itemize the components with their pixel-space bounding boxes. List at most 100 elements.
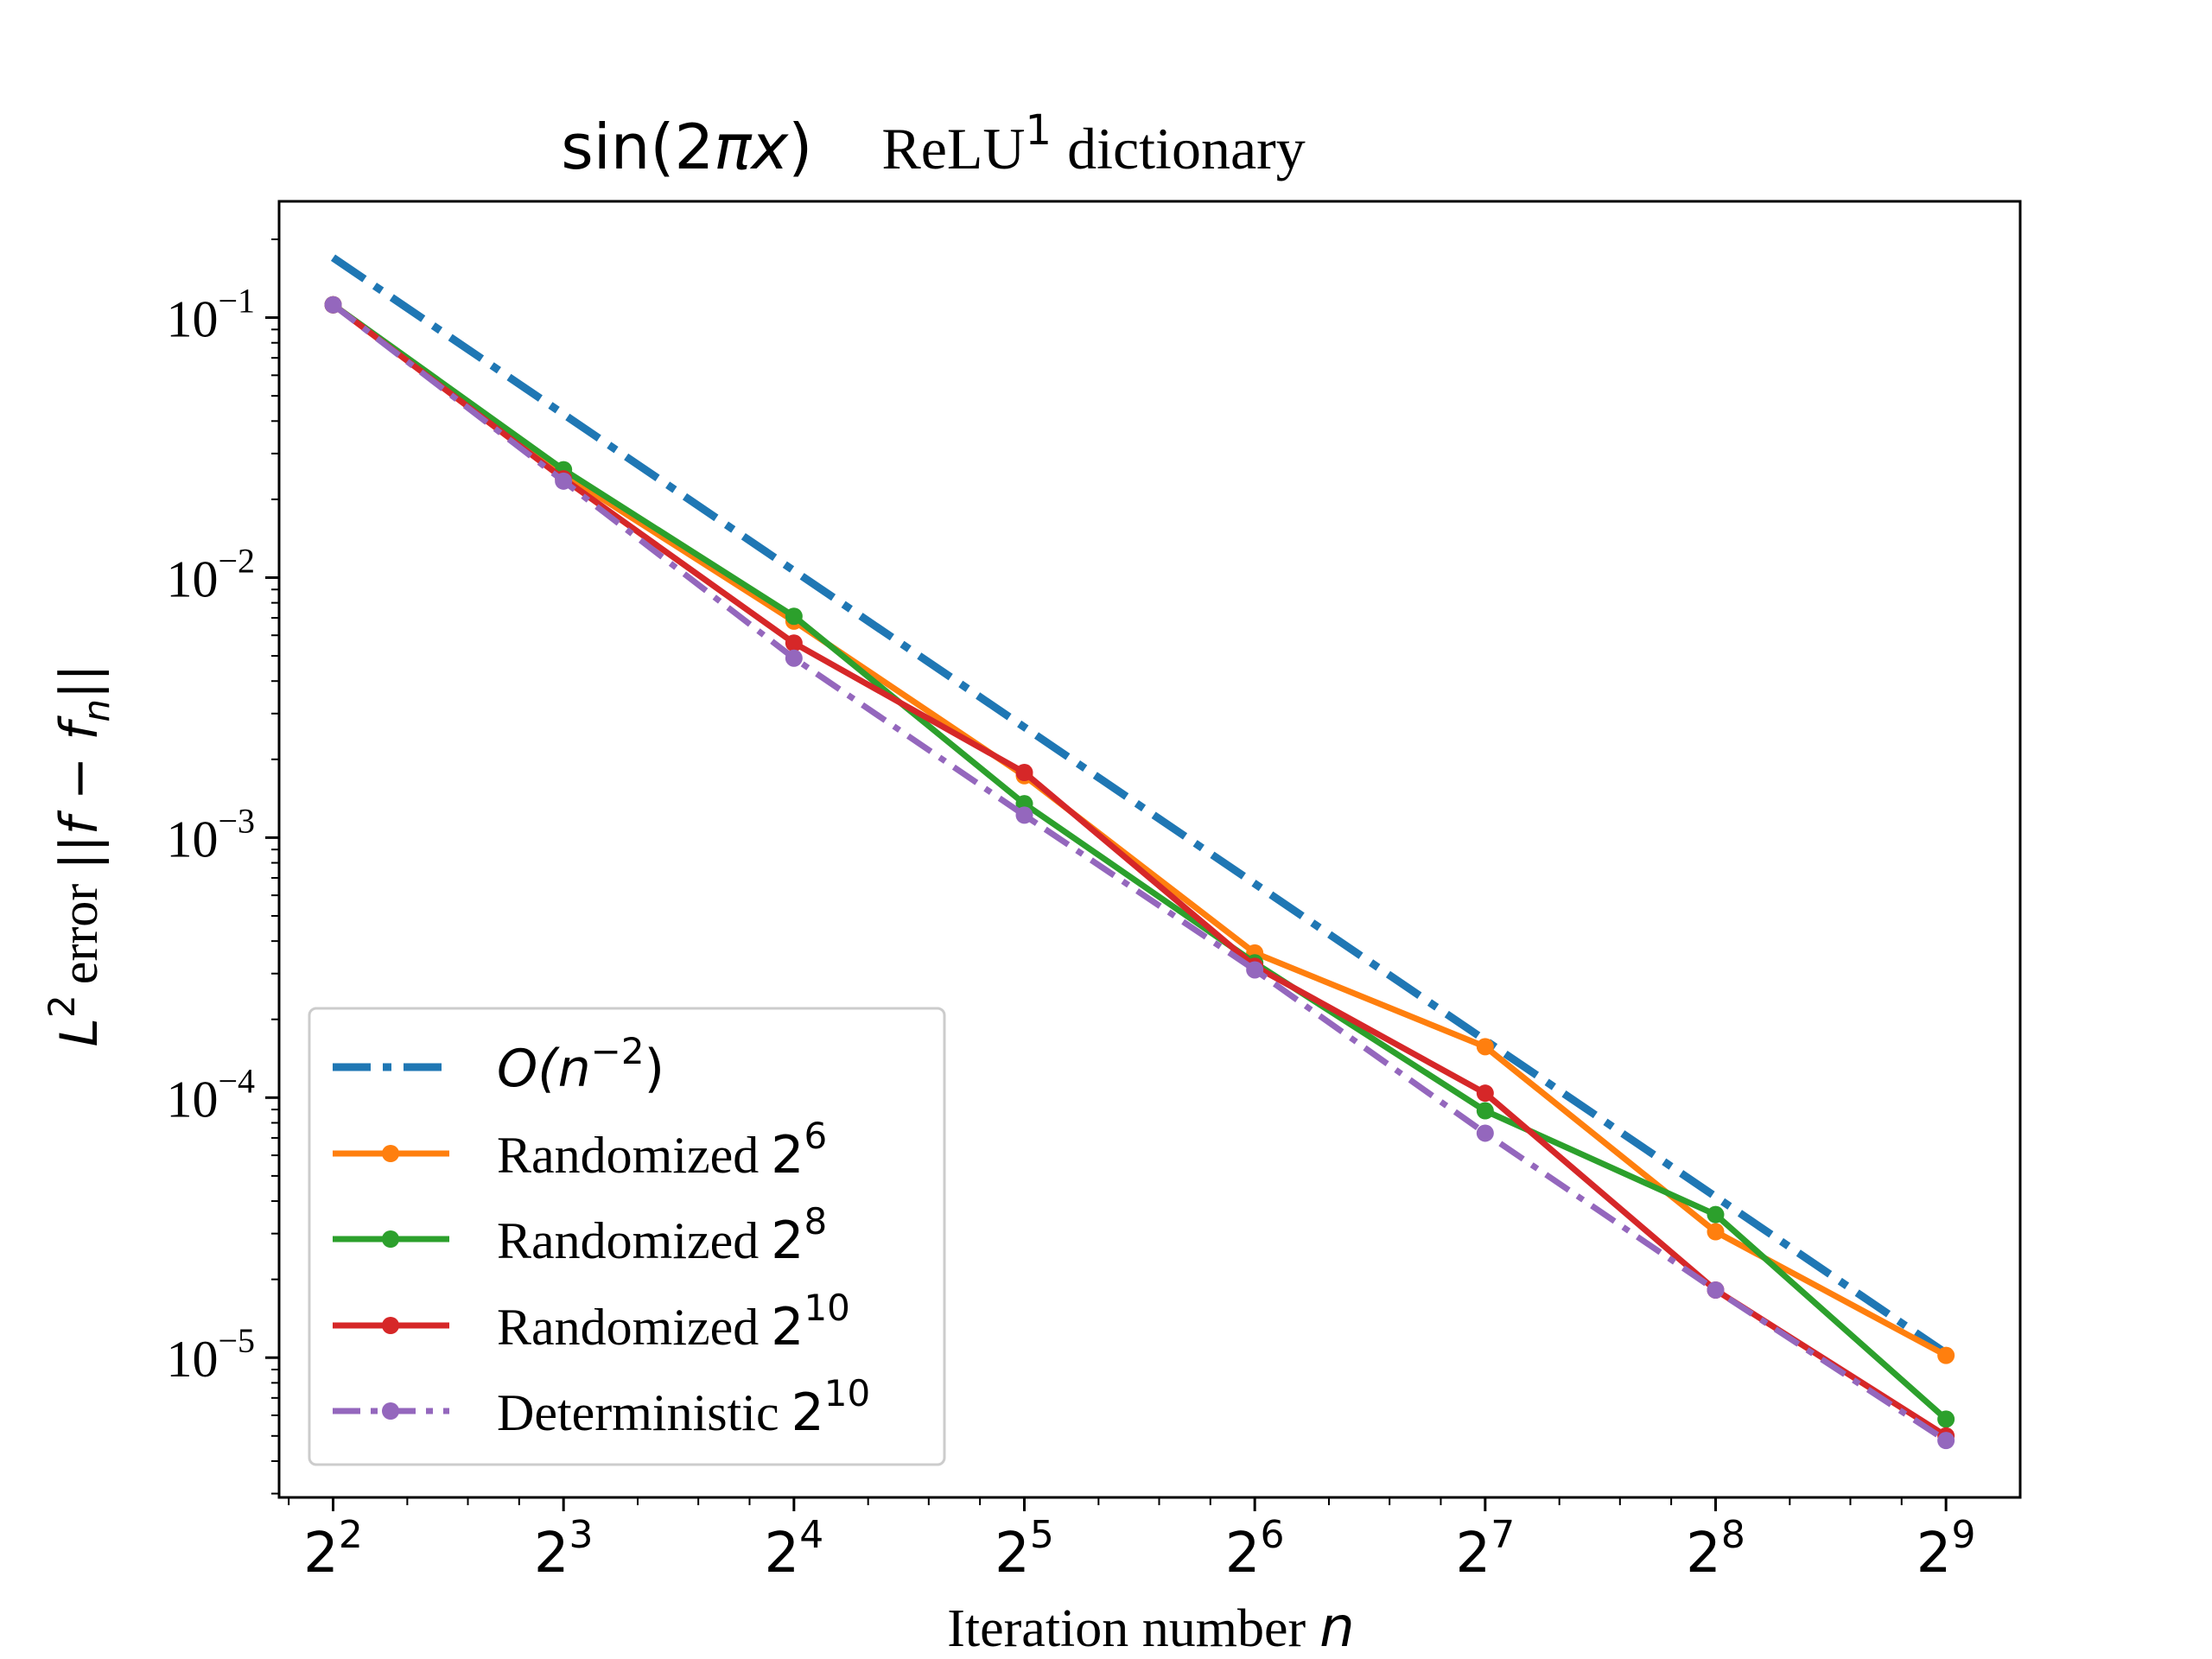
y-tick-label-base-4: 10 — [166, 1331, 218, 1388]
legend-label-text-d10: Deterministic — [497, 1384, 779, 1441]
y-tick-label-1: 10−2 — [166, 541, 255, 607]
series-point-r10-3 — [1015, 764, 1033, 782]
series-line-r8 — [331, 302, 1948, 1422]
x-axis-label: Iteration number n — [947, 1596, 1354, 1659]
legend-label-r8: Randomized 28 — [497, 1200, 827, 1271]
legend-marker-r8 — [382, 1230, 399, 1248]
title-text-sup: 1 — [1026, 106, 1052, 155]
y-axis-label-rest: error — [51, 884, 108, 985]
series-line-d10 — [331, 302, 1948, 1444]
legend-marker-r10 — [382, 1317, 399, 1334]
x-tick-label-0: 22 — [303, 1513, 363, 1586]
legend-label-sup-d10: 10 — [824, 1372, 870, 1414]
x-tick-label-4: 26 — [1225, 1513, 1285, 1586]
x-tick-label-base-6: 2 — [1686, 1522, 1721, 1586]
series-point-d10-2 — [785, 649, 803, 667]
title-text-rest: dictionary — [1067, 116, 1306, 181]
legend-label-sup-ref: −2 — [591, 1030, 645, 1072]
y-tick-label-base-3: 10 — [166, 1071, 218, 1128]
legend-marker-d10 — [382, 1402, 399, 1420]
series-point-r6-5 — [1476, 1038, 1494, 1056]
legend-box — [308, 1007, 946, 1466]
x-tick-label-exp-3: 5 — [1030, 1513, 1054, 1557]
x-tick-label-5: 27 — [1455, 1513, 1515, 1586]
x-tick-label-base-1: 2 — [534, 1522, 569, 1586]
legend-label-text-ref: O(n — [497, 1039, 591, 1099]
y-axis-label-norm: ||f − f — [49, 715, 110, 870]
x-tick-label-base-2: 2 — [764, 1522, 799, 1586]
series-line-r10 — [331, 302, 1948, 1439]
legend-label-base-r6: 2 — [771, 1125, 804, 1185]
x-axis-label-text: Iteration number — [947, 1599, 1306, 1658]
legend-label-base-r10: 2 — [771, 1297, 804, 1357]
y-tick-label-exp-0: −1 — [218, 282, 255, 321]
y-tick-label-2: 10−3 — [166, 801, 255, 868]
title-expr-prefix: sin(2 — [561, 111, 714, 183]
series-point-r6-7 — [1937, 1346, 1955, 1364]
y-tick-label-base-1: 10 — [166, 550, 218, 607]
legend-label-ref: O(n−2) — [497, 1030, 664, 1099]
series-point-d10-6 — [1707, 1281, 1725, 1299]
y-axis-label-sub: n — [75, 699, 118, 722]
legend-label-base-d10: 2 — [791, 1382, 824, 1443]
x-tick-label-base-3: 2 — [995, 1522, 1030, 1586]
legend-label-r6: Randomized 26 — [497, 1115, 827, 1185]
series-point-d10-1 — [555, 472, 573, 490]
y-tick-label-base-0: 10 — [166, 291, 218, 348]
series-point-r8-5 — [1476, 1102, 1494, 1120]
series-point-r8-6 — [1707, 1205, 1725, 1224]
legend-label-sup-r10: 10 — [804, 1287, 849, 1329]
series-point-d10-3 — [1015, 806, 1033, 824]
x-tick-label-exp-1: 3 — [569, 1513, 594, 1557]
y-axis-label-base: L — [49, 1018, 110, 1046]
x-tick-label-6: 28 — [1686, 1513, 1745, 1586]
legend-label-d10: Deterministic 210 — [497, 1372, 870, 1443]
plot-lines — [324, 254, 1955, 1450]
series-point-d10-5 — [1476, 1124, 1494, 1142]
x-tick-label-2: 24 — [764, 1513, 823, 1586]
x-tick-label-base-4: 2 — [1225, 1522, 1261, 1586]
title-text-base: ReLU — [881, 116, 1025, 181]
legend-label-tail-ref: ) — [645, 1039, 664, 1099]
y-axis-label: L2 error ||f − fn|| — [41, 664, 118, 1047]
legend-label-text-r6: Randomized — [497, 1127, 759, 1184]
series-line-ref — [330, 254, 1948, 1357]
legend-label-r10: Randomized 210 — [497, 1287, 850, 1357]
y-tick-label-4: 10−5 — [166, 1321, 255, 1388]
x-tick-label-exp-2: 4 — [799, 1513, 823, 1557]
x-tick-label-exp-0: 2 — [339, 1513, 363, 1557]
legend-label-text-r8: Randomized — [497, 1212, 759, 1269]
y-axis-label-close: || — [49, 664, 110, 699]
x-tick-label-7: 29 — [1916, 1513, 1976, 1586]
series-point-r8-7 — [1937, 1410, 1955, 1428]
y-tick-label-exp-3: −4 — [218, 1061, 255, 1100]
y-axis-label-sup: 2 — [41, 995, 83, 1018]
x-tick-label-base-7: 2 — [1916, 1522, 1952, 1586]
series-point-d10-4 — [1246, 961, 1264, 979]
y-tick-label-3: 10−4 — [166, 1061, 255, 1128]
y-tick-label-exp-1: −2 — [218, 541, 255, 580]
legend-label-sup-r6: 6 — [804, 1115, 827, 1157]
title-expr-var: πx — [714, 111, 789, 183]
x-tick-label-exp-4: 6 — [1261, 1513, 1285, 1557]
title-expr-suffix: ) — [788, 111, 812, 183]
chart-title: sin(2πx) ReLU1 dictionary — [561, 106, 1306, 183]
x-tick-label-1: 23 — [534, 1513, 594, 1586]
y-tick-label-base-2: 10 — [166, 810, 218, 868]
x-tick-label-exp-7: 9 — [1952, 1513, 1976, 1557]
legend-label-base-r8: 2 — [771, 1211, 804, 1271]
series-point-r6-6 — [1707, 1223, 1725, 1241]
series-point-r10-5 — [1476, 1084, 1494, 1103]
x-tick-label-3: 25 — [995, 1513, 1054, 1586]
legend-marker-r6 — [382, 1145, 399, 1162]
series-point-r8-2 — [785, 607, 803, 626]
series-line-r6 — [331, 302, 1948, 1358]
y-tick-label-exp-4: −5 — [218, 1321, 255, 1360]
x-tick-label-base-0: 2 — [303, 1522, 339, 1586]
legend-label-sup-r8: 8 — [804, 1200, 827, 1243]
x-axis-label-var: n — [1319, 1596, 1355, 1659]
series-point-d10-0 — [324, 296, 342, 314]
